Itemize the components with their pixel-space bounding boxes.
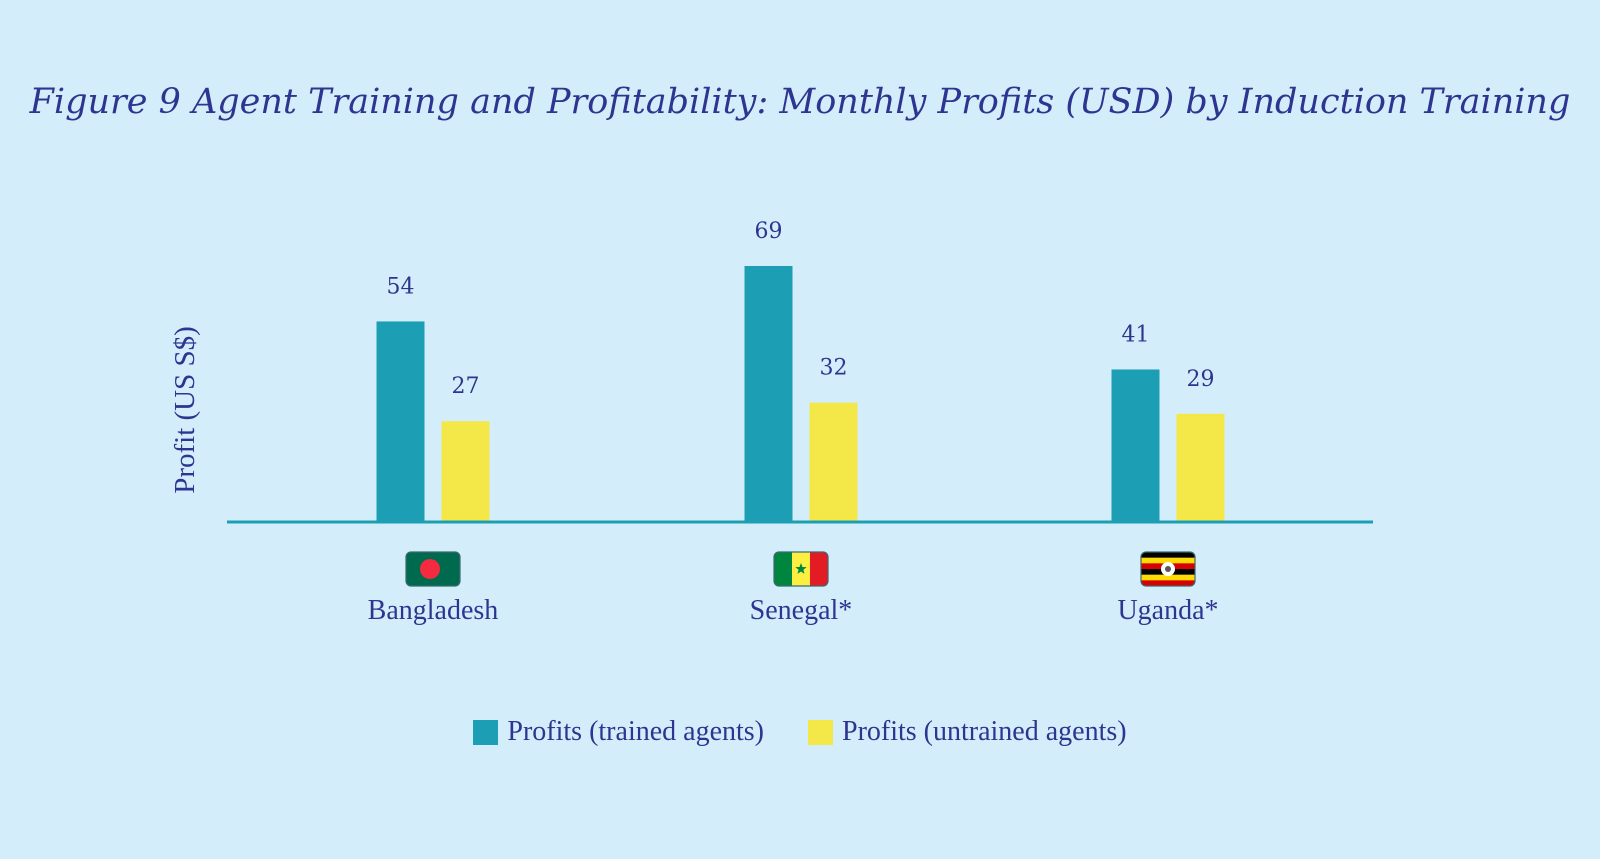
bar-senegal-trained	[744, 266, 793, 521]
value-label-bangladesh-untrained: 27	[452, 374, 480, 399]
y-axis-label: Profit (US S$)	[169, 326, 201, 494]
chart-title: Figure 9 Agent Training and Profitabilit…	[29, 82, 1571, 122]
legend-swatch-untrained	[808, 719, 833, 745]
legend-item-trained: Profits (trained agents)	[473, 716, 764, 748]
value-label-uganda-trained: 41	[1122, 322, 1150, 347]
value-label-senegal-untrained: 32	[820, 356, 848, 381]
legend-label-trained: Profits (trained agents)	[507, 716, 764, 747]
category-label-bangladesh: Bangladesh	[368, 595, 499, 626]
legend-item-untrained: Profits (untrained agents)	[808, 716, 1127, 748]
category-label-senegal: Senegal*	[750, 595, 853, 626]
bar-senegal-untrained	[809, 402, 858, 521]
bar-uganda-untrained	[1176, 413, 1225, 521]
value-label-bangladesh-trained: 54	[387, 274, 415, 299]
legend-swatch-trained	[473, 719, 499, 745]
legend-label-untrained: Profits (untrained agents)	[842, 716, 1127, 747]
bar-bangladesh-trained	[376, 321, 425, 521]
senegal-flag-icon	[773, 551, 829, 587]
legend: Profits (trained agents) Profits (untrai…	[0, 716, 1600, 748]
bar-chart: Profit (US S$) 54 27 69 32 41 29 Bangladesh Se…	[169, 219, 1373, 626]
bangladesh-flag-icon	[405, 551, 461, 587]
bar-uganda-trained	[1111, 369, 1160, 521]
bar-bangladesh-untrained	[441, 421, 490, 521]
uganda-flag-icon	[1140, 551, 1196, 587]
value-label-uganda-untrained: 29	[1187, 367, 1215, 392]
category-label-uganda: Uganda*	[1117, 595, 1218, 626]
value-label-senegal-trained: 69	[755, 219, 783, 244]
